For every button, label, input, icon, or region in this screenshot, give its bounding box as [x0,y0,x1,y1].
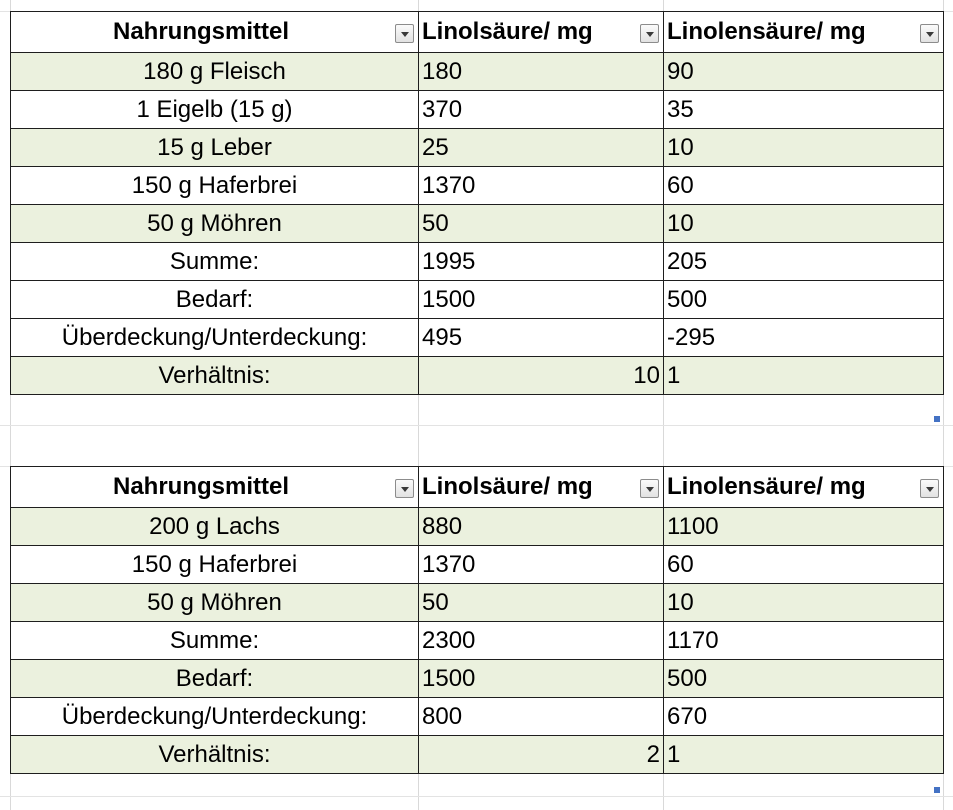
cell-linolenic[interactable]: -295 [663,318,944,357]
cell-linolenic[interactable]: 1 [663,356,944,395]
table-row: 50 g Möhren 50 10 [10,583,944,622]
header-cell-linolenic[interactable]: Linolensäure/ mg [663,11,944,53]
table-row: 150 g Haferbrei 1370 60 [10,545,944,584]
cell-linolenic[interactable]: 90 [663,52,944,91]
cell-linoleic[interactable]: 1500 [418,659,664,698]
table-row: 200 g Lachs 880 1100 [10,507,944,546]
cell-linoleic[interactable]: 370 [418,90,664,129]
nutrient-table-1: Nahrungsmittel Linolsäure/ mg Linolensäu… [10,11,944,395]
filter-dropdown-icon[interactable] [920,24,939,43]
cell-linoleic[interactable]: 10 [418,356,664,395]
header-cell-linoleic[interactable]: Linolsäure/ mg [418,11,664,53]
cell-linoleic[interactable]: 50 [418,204,664,243]
table-row: 150 g Haferbrei 1370 60 [10,166,944,205]
cell-linolenic[interactable]: 60 [663,545,944,584]
table-row-ratio: Verhältnis: 10 1 [10,356,944,395]
table-row: 1 Eigelb (15 g) 370 35 [10,90,944,129]
cell-linolenic[interactable]: 500 [663,659,944,698]
table-resize-handle[interactable] [934,787,940,793]
header-label: Linolsäure/ mg [422,18,593,45]
cell-linolenic[interactable]: 10 [663,583,944,622]
cell-linolenic[interactable]: 205 [663,242,944,281]
cell-linolenic[interactable]: 1170 [663,621,944,660]
header-label: Nahrungsmittel [112,18,289,45]
table-row-coverage: Überdeckung/Unterdeckung: 800 670 [10,697,944,736]
cell-food[interactable]: Verhältnis: [10,356,419,395]
cell-food[interactable]: Verhältnis: [10,735,419,774]
cell-linoleic[interactable]: 2300 [418,621,664,660]
cell-linoleic[interactable]: 50 [418,583,664,622]
cell-linoleic[interactable]: 880 [418,507,664,546]
cell-linolenic[interactable]: 60 [663,166,944,205]
cell-linolenic[interactable]: 500 [663,280,944,319]
filter-dropdown-icon[interactable] [395,479,414,498]
table-row-requirement: Bedarf: 1500 500 [10,280,944,319]
cell-linolenic[interactable]: 10 [663,128,944,167]
filter-dropdown-icon[interactable] [395,24,414,43]
filter-dropdown-icon[interactable] [920,479,939,498]
header-label: Linolensäure/ mg [667,473,866,500]
filter-dropdown-icon[interactable] [640,24,659,43]
cell-food[interactable]: 150 g Haferbrei [10,166,419,205]
cell-food[interactable]: 50 g Möhren [10,583,419,622]
header-cell-linolenic[interactable]: Linolensäure/ mg [663,466,944,508]
header-cell-food[interactable]: Nahrungsmittel [10,466,419,508]
cell-food[interactable]: 50 g Möhren [10,204,419,243]
cell-linoleic[interactable]: 1995 [418,242,664,281]
cell-food[interactable]: Überdeckung/Unterdeckung: [10,318,419,357]
cell-linoleic[interactable]: 1500 [418,280,664,319]
table-row: 15 g Leber 25 10 [10,128,944,167]
header-label: Linolsäure/ mg [422,473,593,500]
header-cell-food[interactable]: Nahrungsmittel [10,11,419,53]
cell-food[interactable]: Summe: [10,621,419,660]
header-row: Nahrungsmittel Linolsäure/ mg Linolensäu… [10,11,944,53]
header-label: Linolensäure/ mg [667,18,866,45]
header-label: Nahrungsmittel [112,473,289,500]
table-row: 180 g Fleisch 180 90 [10,52,944,91]
cell-linolenic[interactable]: 35 [663,90,944,129]
cell-food[interactable]: 150 g Haferbrei [10,545,419,584]
cell-linoleic[interactable]: 1370 [418,545,664,584]
cell-food[interactable]: 1 Eigelb (15 g) [10,90,419,129]
nutrient-table-2: Nahrungsmittel Linolsäure/ mg Linolensäu… [10,466,944,774]
cell-food[interactable]: 180 g Fleisch [10,52,419,91]
header-row: Nahrungsmittel Linolsäure/ mg Linolensäu… [10,466,944,508]
grid-line [418,0,419,810]
cell-food[interactable]: Bedarf: [10,280,419,319]
cell-linoleic[interactable]: 180 [418,52,664,91]
grid-line [0,425,953,426]
header-cell-linoleic[interactable]: Linolsäure/ mg [418,466,664,508]
table-row-sum: Summe: 2300 1170 [10,621,944,660]
table-row-coverage: Überdeckung/Unterdeckung: 495 -295 [10,318,944,357]
cell-food[interactable]: Bedarf: [10,659,419,698]
table-row-requirement: Bedarf: 1500 500 [10,659,944,698]
table-resize-handle[interactable] [934,416,940,422]
cell-linoleic[interactable]: 1370 [418,166,664,205]
cell-food[interactable]: 15 g Leber [10,128,419,167]
cell-linolenic[interactable]: 10 [663,204,944,243]
grid-line [0,796,953,797]
cell-linoleic[interactable]: 2 [418,735,664,774]
table-row: 50 g Möhren 50 10 [10,204,944,243]
grid-line [943,0,944,810]
table-row-ratio: Verhältnis: 2 1 [10,735,944,774]
cell-linolenic[interactable]: 1 [663,735,944,774]
cell-food[interactable]: 200 g Lachs [10,507,419,546]
table-row-sum: Summe: 1995 205 [10,242,944,281]
cell-linolenic[interactable]: 670 [663,697,944,736]
grid-line [10,0,11,810]
cell-linoleic[interactable]: 495 [418,318,664,357]
filter-dropdown-icon[interactable] [640,479,659,498]
cell-linoleic[interactable]: 800 [418,697,664,736]
cell-linolenic[interactable]: 1100 [663,507,944,546]
cell-food[interactable]: Überdeckung/Unterdeckung: [10,697,419,736]
grid-line [663,0,664,810]
cell-food[interactable]: Summe: [10,242,419,281]
cell-linoleic[interactable]: 25 [418,128,664,167]
